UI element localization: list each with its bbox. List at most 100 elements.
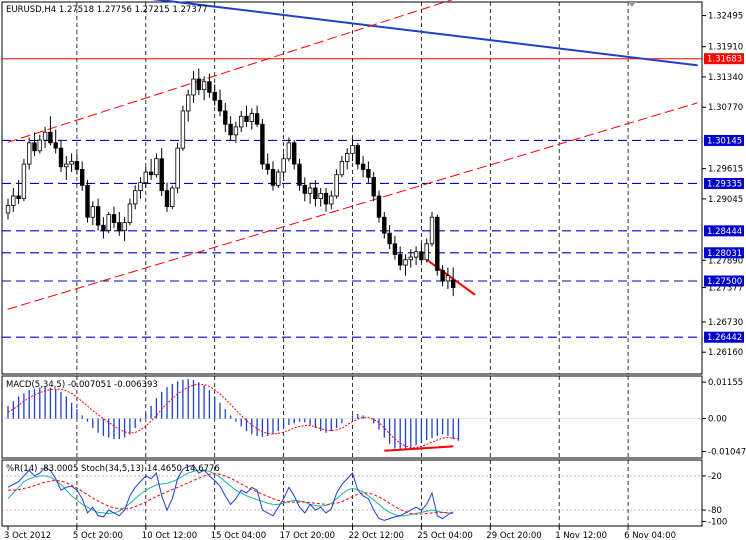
candle-body: [159, 158, 164, 192]
candle-body: [90, 206, 95, 218]
candle-body: [95, 206, 101, 226]
price-axis-label: 1.27890: [708, 256, 743, 266]
candle-body: [244, 115, 249, 122]
time-axis: 3 Oct 2012 5 Oct 20:00 10 Oct 12:00 15 Oct …: [4, 526, 676, 540]
trendline-blue-resistance: [151, 0, 698, 67]
candle-body: [127, 203, 133, 223]
oscillator-axis-label: -100: [708, 517, 727, 527]
stochastic-main-line: [7, 469, 454, 517]
candle-body: [122, 222, 127, 231]
oscillator-panel: -20 -80-100: [2, 465, 727, 527]
price-axis-label: 1.27377: [708, 284, 743, 294]
price-axis-label: 1.29045: [708, 195, 743, 205]
candle-body: [445, 275, 451, 282]
level-label: 1.27500: [707, 277, 742, 287]
level-label: 1.28444: [707, 227, 742, 237]
price-axis-label: 1.31340: [708, 73, 743, 83]
candle-body: [117, 222, 122, 231]
candle-body: [85, 184, 90, 218]
candle-body: [403, 259, 408, 266]
candle-body: [69, 161, 74, 165]
candle-body: [270, 168, 276, 186]
candle-body: [387, 232, 392, 245]
candle-body: [254, 113, 260, 125]
candle-body: [26, 142, 32, 165]
candle-body: [217, 99, 223, 112]
time-axis-label: 17 Oct 20:00: [280, 531, 335, 540]
time-axis-label: 1 Nov 12:00: [555, 531, 607, 540]
candle-body: [408, 256, 413, 261]
candle-body: [424, 243, 429, 261]
candle-body: [286, 142, 292, 160]
trendline-divergence-price: [425, 258, 476, 296]
oscillator-axis-label: -80: [708, 506, 722, 516]
candle-body: [132, 190, 138, 205]
candle-body: [106, 214, 111, 231]
level-label: 1.31683: [707, 55, 742, 65]
candle-body: [180, 110, 186, 149]
candle-body: [313, 187, 318, 200]
level-label-box: [704, 247, 744, 259]
price-axis-label: 1.26160: [708, 348, 743, 358]
macd-divergence-line: [384, 445, 454, 452]
candle-body: [435, 216, 440, 271]
candle-body: [276, 171, 281, 186]
level-label-box: [704, 225, 744, 237]
candle-body: [201, 81, 207, 91]
price-axis-label: 1.29615: [708, 165, 743, 175]
time-axis-label: 22 Oct 12:00: [349, 531, 404, 540]
symbol-header: EURUSD,H4 1.27518 1.27756 1.27215 1.2737…: [6, 5, 208, 15]
price-axis-label: 1.32495: [708, 12, 743, 22]
time-axis-label: 25 Oct 04:00: [417, 531, 472, 540]
candle-body: [223, 110, 228, 125]
time-axis-label: 5 Oct 20:00: [73, 531, 123, 540]
candle-body: [233, 126, 239, 136]
candle-body: [281, 158, 286, 173]
candle-body: [80, 168, 85, 186]
candle-body: [297, 163, 302, 186]
candle-body: [350, 145, 355, 154]
time-axis-label: 3 Oct 2012: [4, 531, 51, 540]
williams-r-line: [7, 465, 454, 521]
candle-body: [16, 195, 21, 200]
candle-body: [238, 115, 244, 128]
trendline-channel-lower: [7, 102, 698, 310]
macd-header: MACD(5,34,5) -0.007051 -0.006393: [6, 380, 158, 390]
level-label-box: [704, 177, 744, 189]
candle-body: [344, 153, 350, 162]
level-label-box: [704, 134, 744, 146]
candle-body: [53, 142, 58, 149]
oscillator-axis-label: -20: [708, 472, 722, 482]
candle-body: [185, 94, 191, 112]
time-axis-label: 15 Oct 04:00: [211, 531, 266, 540]
candle-body: [329, 195, 334, 205]
candle-body: [138, 182, 143, 192]
time-axis-label: 29 Oct 20:00: [486, 531, 541, 540]
level-label-box: [704, 275, 744, 287]
macd-signal-line: [7, 383, 459, 449]
candle-body: [196, 78, 201, 91]
candle-body: [419, 251, 424, 261]
candle-body: [307, 187, 313, 194]
candle-body: [164, 190, 170, 208]
level-label-box: [704, 53, 744, 65]
time-axis-label: 10 Oct 12:00: [142, 531, 197, 540]
candle-body: [382, 216, 387, 234]
candle-body: [148, 171, 154, 176]
chart-shift-marker[interactable]: [628, 2, 636, 7]
candle-body: [64, 163, 69, 168]
candle-body: [154, 158, 159, 176]
candle-body: [440, 269, 445, 282]
price-axis-label: 1.30770: [708, 103, 743, 113]
candle-body: [302, 184, 307, 194]
candle-body: [265, 163, 270, 170]
candle-body: [413, 251, 419, 258]
candle-body: [291, 142, 297, 165]
candle-body: [212, 91, 217, 101]
candle-body: [42, 131, 48, 141]
level-label: 1.29335: [707, 179, 742, 189]
candle-body: [101, 224, 106, 231]
candle-body: [429, 216, 435, 245]
